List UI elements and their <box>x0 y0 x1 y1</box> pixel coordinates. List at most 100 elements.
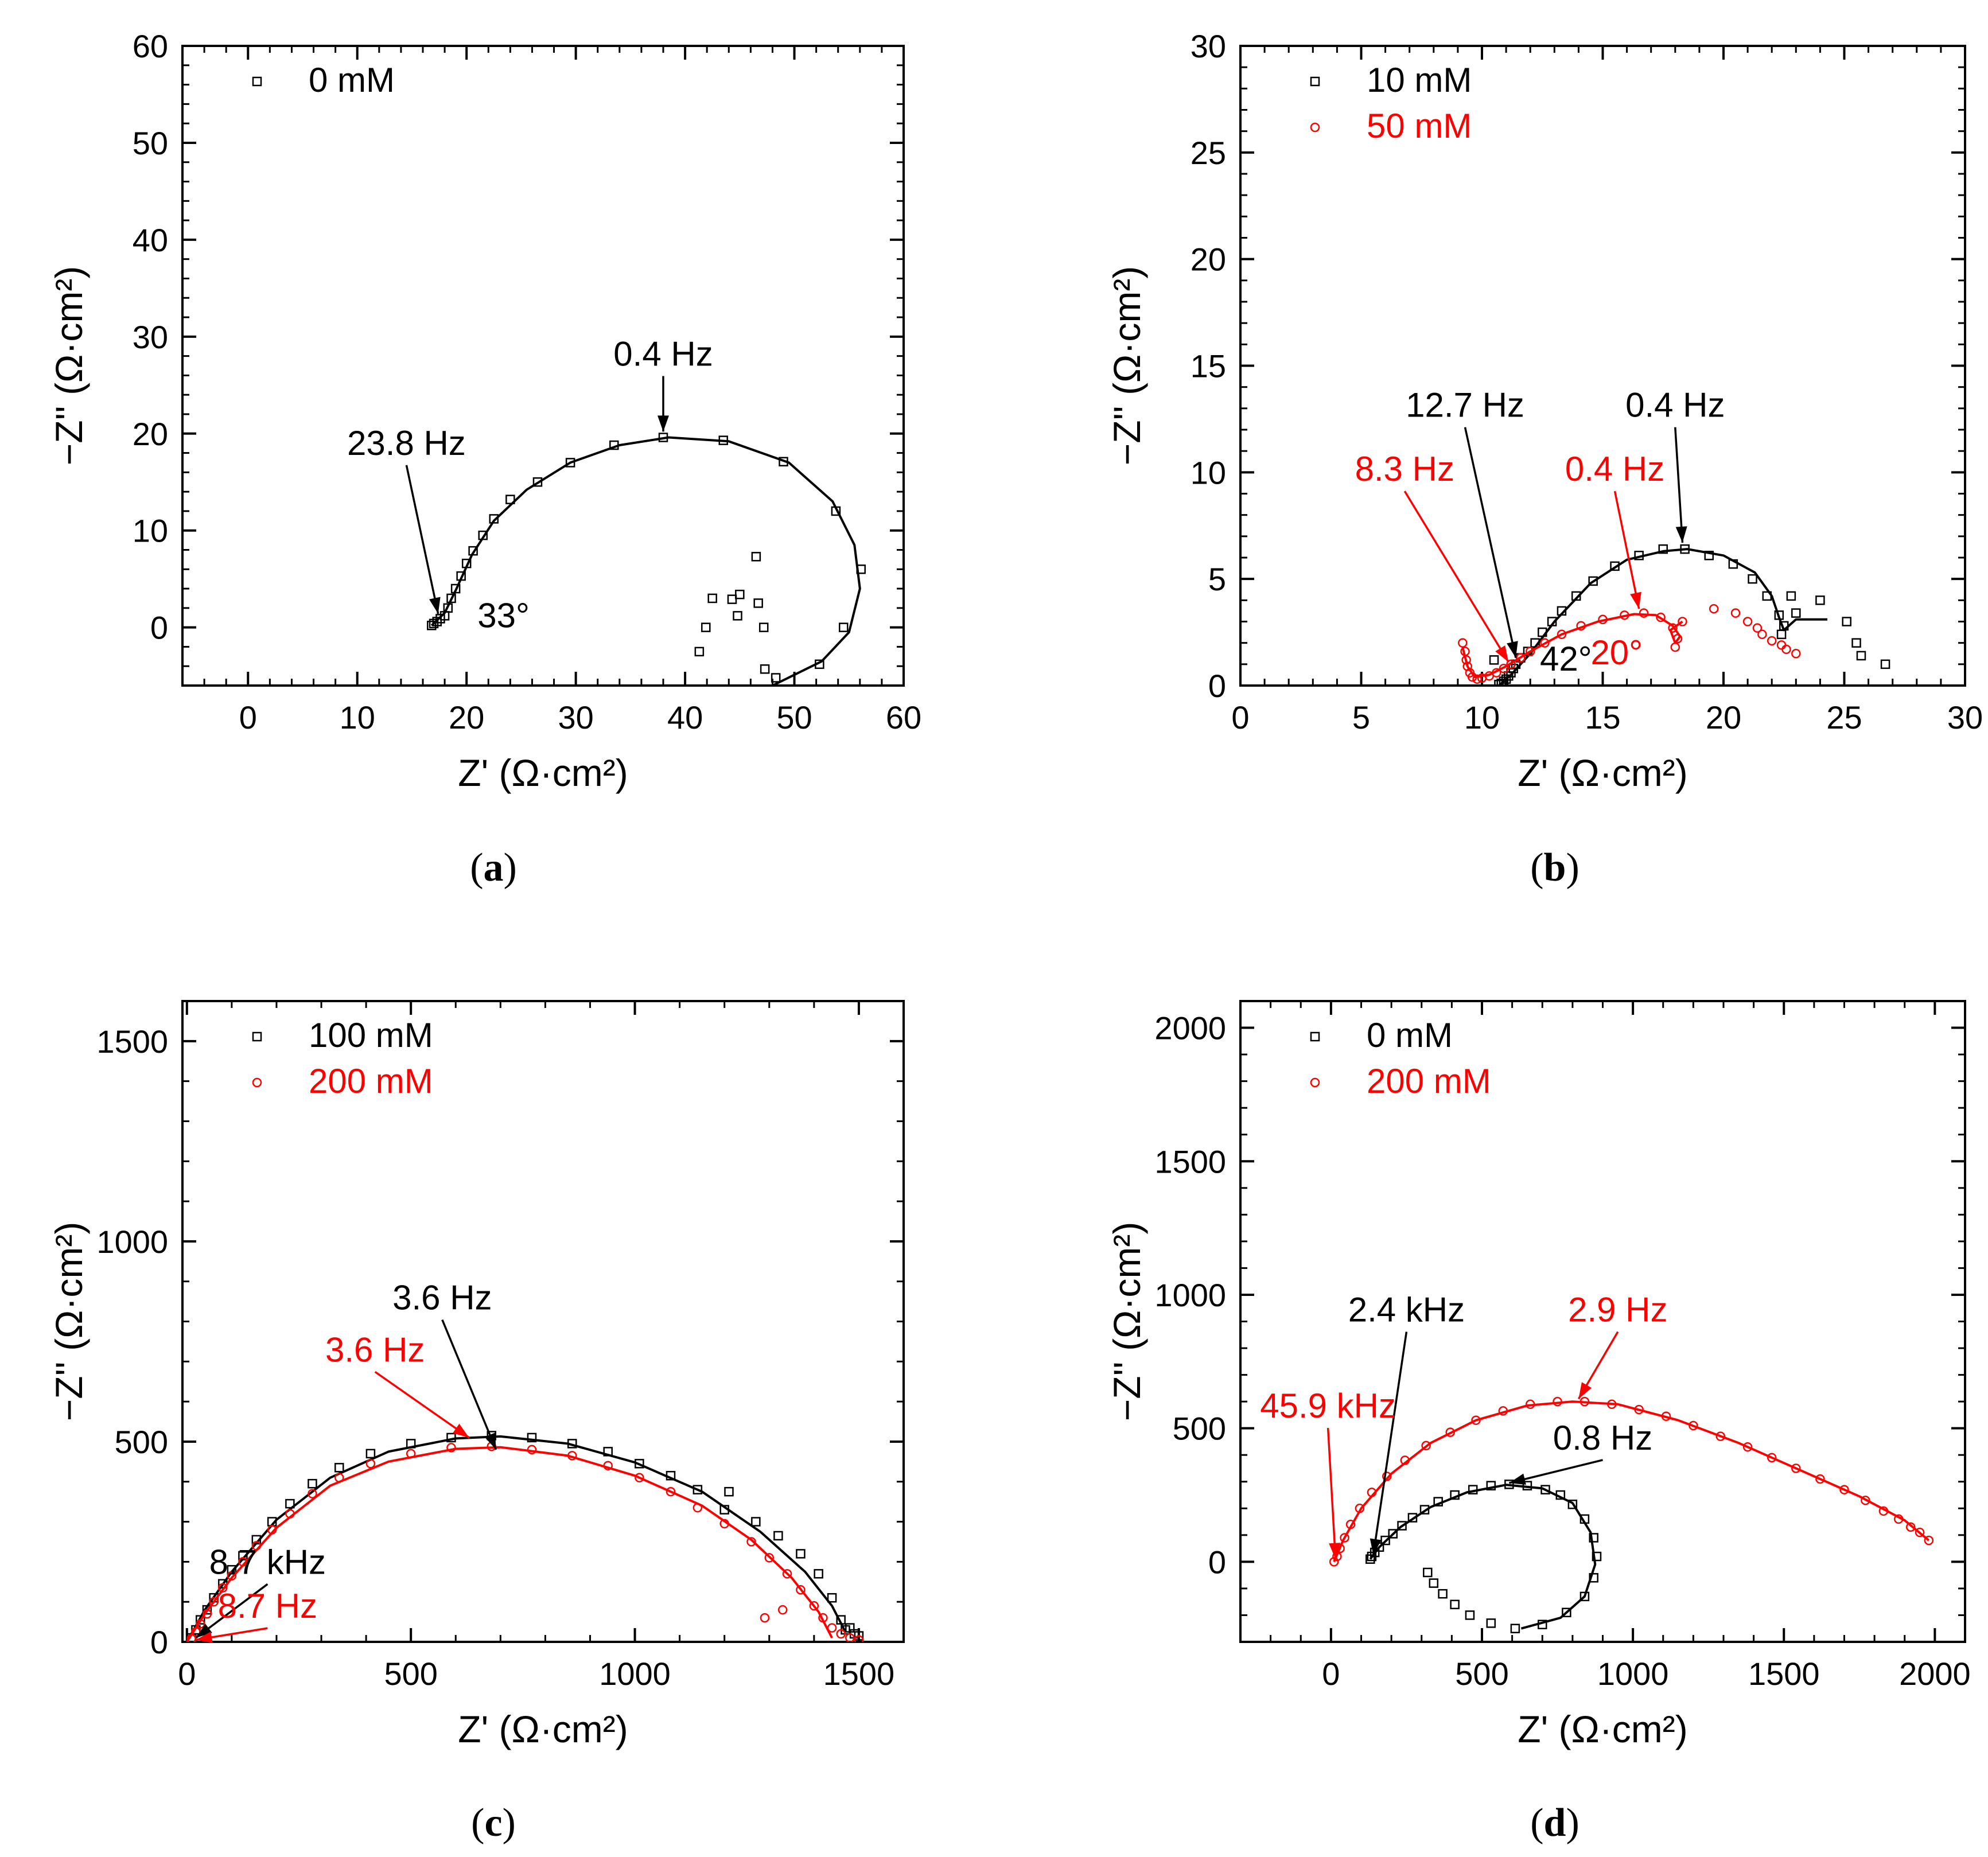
annotation-arrowhead <box>196 1624 212 1638</box>
annotation-arrowhead <box>1370 1538 1382 1555</box>
data-point <box>186 1634 196 1642</box>
data-point <box>1525 647 1535 656</box>
data-point <box>845 1633 855 1642</box>
data-point <box>782 1569 792 1579</box>
data-point <box>1815 595 1825 605</box>
data-point <box>1634 551 1644 560</box>
data-point <box>1579 1591 1590 1602</box>
data-point <box>1661 1411 1671 1421</box>
data-point <box>406 1449 416 1459</box>
data-point <box>1752 623 1763 633</box>
data-point <box>1598 614 1608 625</box>
data-point <box>746 1537 756 1547</box>
data-point <box>719 1505 729 1515</box>
panel-a: 0 10 20 30 40 50 60 0 10 20 30 40 50 60 Z' (Ω·cm²) −Z''… <box>48 28 921 890</box>
data-point <box>1709 604 1719 614</box>
data-point <box>1610 561 1620 571</box>
data-point <box>1345 1519 1356 1529</box>
data-point <box>195 1615 205 1625</box>
data-point <box>1522 1481 1532 1490</box>
x-tick-label: 2000 <box>1899 1656 1971 1692</box>
data-point <box>567 1439 577 1449</box>
annotation-arrowhead <box>1507 641 1518 658</box>
data-point <box>567 1451 577 1461</box>
x-tick-label: 0 <box>1231 699 1249 735</box>
data-point <box>202 1609 212 1619</box>
data-point <box>1450 1599 1460 1610</box>
data-point <box>1471 1415 1481 1425</box>
annotation-label: 0.4 Hz <box>613 335 713 373</box>
data-point <box>1689 1420 1698 1431</box>
annotation-label: 3.6 Hz <box>392 1279 492 1317</box>
y-tick-label: 0 <box>150 610 168 646</box>
x-tick-label: 1000 <box>599 1656 671 1692</box>
data-point <box>1791 649 1801 659</box>
legend-marker <box>1310 1031 1320 1042</box>
y-tick-label: 40 <box>133 222 168 258</box>
x-tick-label: 1500 <box>1748 1656 1820 1692</box>
data-point <box>693 1485 703 1494</box>
data-point <box>1924 1535 1934 1545</box>
legend-marker <box>252 1077 262 1088</box>
data-point <box>238 1557 248 1567</box>
x-tick-label: 30 <box>1947 699 1983 735</box>
x-tick-label: 15 <box>1585 699 1620 735</box>
data-point <box>489 514 499 524</box>
data-point <box>779 457 788 466</box>
fit-line-1 <box>1369 1484 1597 1630</box>
data-point <box>818 1613 828 1623</box>
y-tick-label: 1000 <box>1154 1277 1226 1313</box>
annotation-arrowhead <box>484 1432 496 1450</box>
x-tick-label: 0 <box>178 1656 196 1692</box>
data-point <box>1553 1396 1562 1407</box>
annotation-label: 20° <box>1590 633 1643 672</box>
annotation-arrow <box>405 465 439 614</box>
annotation-label: 0.4 Hz <box>1565 450 1664 488</box>
x-tick-label: 60 <box>886 699 921 735</box>
y-tick-label: 10 <box>1191 454 1226 490</box>
data-point <box>666 1486 676 1497</box>
data-point <box>854 1635 864 1642</box>
data-point <box>1588 576 1598 586</box>
data-point <box>1458 638 1468 648</box>
data-point <box>1486 1481 1496 1490</box>
data-point <box>527 1445 537 1455</box>
data-point <box>251 1535 262 1545</box>
y-tick-label: 500 <box>115 1424 168 1460</box>
data-point <box>1494 679 1504 686</box>
y-tick-label: 30 <box>1191 28 1226 64</box>
y-axis-label: −Z'' (Ω·cm²) <box>48 266 90 466</box>
data-point <box>1680 544 1690 554</box>
x-tick-label: 25 <box>1826 699 1862 735</box>
data-point <box>1579 1514 1590 1524</box>
data-point <box>1433 1497 1443 1506</box>
y-tick-label: 0 <box>150 1624 168 1660</box>
data-point <box>1658 544 1668 554</box>
data-point <box>468 546 478 556</box>
data-point <box>1571 591 1581 601</box>
plot-area <box>186 1431 864 1642</box>
x-axis-label: Z' (Ω·cm²) <box>458 1708 628 1750</box>
data-point <box>406 1439 416 1449</box>
y-tick-label: 20 <box>133 416 168 452</box>
data-point <box>1656 612 1666 622</box>
panel-d: 0 500 1000 1500 2000 0 500 1000 1500 2000 Z' (Ω·cm… <box>1106 1000 1971 1845</box>
data-point <box>1878 1506 1889 1516</box>
legend-marker <box>1310 122 1320 133</box>
data-point <box>694 647 705 657</box>
data-point <box>446 593 456 604</box>
x-tick-label: 40 <box>667 699 703 735</box>
data-point <box>285 1509 295 1519</box>
annotation-label: 0.8 Hz <box>1553 1419 1652 1457</box>
data-point <box>446 1432 456 1443</box>
x-tick-label: 10 <box>1464 699 1500 735</box>
data-point <box>707 593 717 604</box>
annotation-arrow <box>1464 427 1517 659</box>
data-point <box>267 1525 277 1535</box>
panel-c: 0 500 1000 1500 0 500 1000 1500 Z' (Ω·cm²) −Z'' (… <box>48 1000 905 1845</box>
data-point <box>1742 617 1753 626</box>
data-point <box>1506 659 1516 669</box>
data-point <box>1419 1505 1430 1515</box>
data-point <box>202 1605 212 1615</box>
